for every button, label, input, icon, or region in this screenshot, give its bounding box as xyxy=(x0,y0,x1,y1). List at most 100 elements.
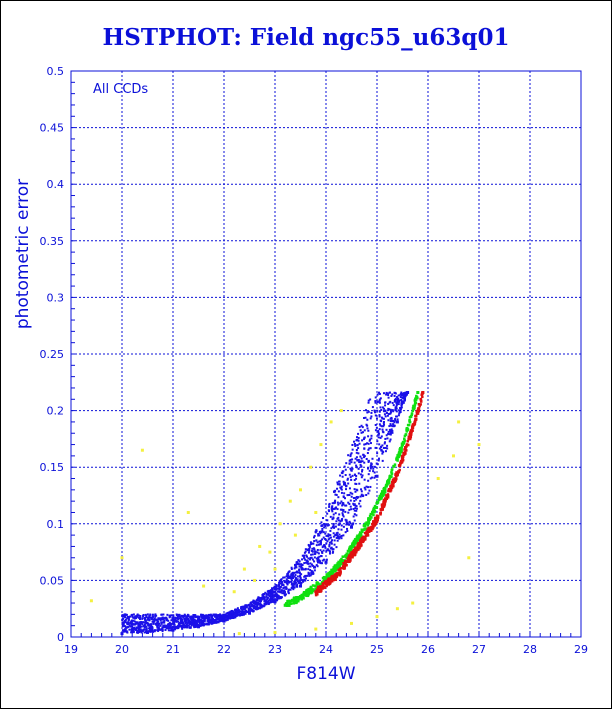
data-point xyxy=(358,442,361,445)
data-point xyxy=(197,618,200,621)
data-point xyxy=(390,419,393,422)
data-point xyxy=(349,467,352,470)
data-point xyxy=(339,570,342,573)
data-point xyxy=(281,583,284,586)
data-point xyxy=(230,609,233,612)
data-point xyxy=(154,614,157,617)
data-point xyxy=(152,622,155,625)
data-point xyxy=(325,558,328,561)
data-point xyxy=(407,435,411,439)
data-point xyxy=(305,555,308,558)
data-point xyxy=(152,621,155,624)
data-point xyxy=(252,609,255,612)
data-point xyxy=(396,457,399,461)
data-point xyxy=(374,475,377,478)
data-point xyxy=(380,425,383,428)
data-point xyxy=(229,614,232,617)
data-point xyxy=(369,513,373,516)
data-point xyxy=(346,527,349,530)
data-point xyxy=(212,617,215,620)
data-point xyxy=(404,433,408,436)
data-point xyxy=(269,598,272,601)
data-point xyxy=(315,557,318,560)
data-point xyxy=(143,626,146,629)
data-point xyxy=(263,600,266,603)
data-point xyxy=(338,571,341,575)
data-point xyxy=(294,565,297,568)
data-point xyxy=(180,622,183,625)
data-point xyxy=(364,536,367,539)
data-point xyxy=(369,527,372,531)
data-point xyxy=(290,578,293,581)
data-point xyxy=(310,553,313,556)
x-tick-label: 22 xyxy=(217,643,231,656)
data-point xyxy=(130,630,133,633)
data-point xyxy=(342,470,345,473)
data-point xyxy=(324,545,327,548)
data-point xyxy=(302,597,305,600)
data-point xyxy=(136,613,139,616)
data-point xyxy=(364,416,367,419)
data-point xyxy=(271,596,274,599)
data-point xyxy=(141,623,144,626)
data-point xyxy=(378,399,381,402)
data-point xyxy=(330,542,333,545)
data-point xyxy=(328,503,331,506)
data-point xyxy=(309,591,313,595)
data-point xyxy=(177,624,180,627)
data-point xyxy=(377,433,380,436)
data-point xyxy=(340,488,343,491)
data-point xyxy=(293,567,296,570)
data-point xyxy=(360,465,363,468)
data-point xyxy=(390,416,393,419)
data-point xyxy=(309,465,313,469)
data-point xyxy=(324,546,327,549)
data-point xyxy=(290,580,293,583)
data-point xyxy=(133,628,136,631)
data-point xyxy=(393,394,396,397)
data-point xyxy=(271,592,274,595)
data-point xyxy=(389,411,392,414)
data-point xyxy=(378,428,381,431)
data-point xyxy=(184,624,187,627)
data-point xyxy=(381,417,384,420)
data-point xyxy=(356,444,359,447)
data-point xyxy=(315,544,318,547)
data-point xyxy=(457,420,461,424)
data-point xyxy=(322,558,325,561)
data-point xyxy=(367,521,370,525)
data-point xyxy=(305,589,308,592)
plot-area-border xyxy=(70,70,582,638)
data-point xyxy=(307,572,310,575)
data-point xyxy=(224,614,227,617)
data-point xyxy=(358,536,362,539)
data-point xyxy=(331,539,334,542)
data-point xyxy=(129,625,132,628)
data-point xyxy=(160,622,163,625)
data-point xyxy=(219,617,222,620)
data-point xyxy=(367,460,370,463)
data-point xyxy=(391,480,394,484)
data-point xyxy=(352,522,355,525)
data-point xyxy=(350,508,353,511)
data-point xyxy=(318,590,321,593)
data-point xyxy=(402,440,406,444)
data-point xyxy=(161,630,164,633)
data-point xyxy=(170,619,173,622)
data-point xyxy=(348,555,351,559)
data-point xyxy=(206,619,209,622)
data-point xyxy=(309,541,312,544)
data-point xyxy=(338,567,342,571)
data-point xyxy=(328,505,331,508)
data-point xyxy=(243,608,246,611)
data-point xyxy=(367,442,370,445)
data-point xyxy=(169,615,172,618)
data-point xyxy=(310,542,313,545)
data-point xyxy=(341,555,345,558)
data-point xyxy=(301,558,304,561)
data-point xyxy=(381,494,385,497)
data-point xyxy=(308,546,311,549)
data-point xyxy=(234,609,237,612)
data-point xyxy=(327,571,330,575)
data-point xyxy=(337,516,340,519)
